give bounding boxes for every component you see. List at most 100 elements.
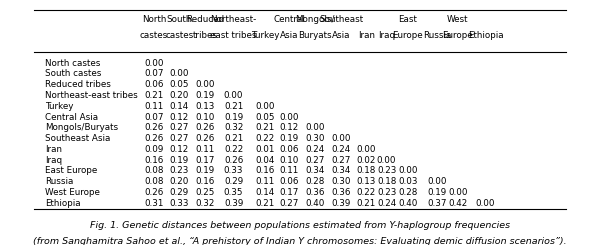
Text: East: East [398, 15, 418, 24]
Text: 0.10: 0.10 [280, 156, 299, 165]
Text: Turkey: Turkey [45, 102, 73, 111]
Text: 0.19: 0.19 [195, 91, 215, 100]
Text: 0.00: 0.00 [224, 91, 244, 100]
Text: 0.21: 0.21 [224, 102, 243, 111]
Text: 0.00: 0.00 [144, 59, 164, 68]
Text: 0.00: 0.00 [332, 134, 351, 143]
Text: Reduced: Reduced [186, 15, 224, 24]
Text: North castes: North castes [45, 59, 100, 68]
Text: 0.40: 0.40 [398, 199, 418, 208]
Text: 0.32: 0.32 [195, 199, 215, 208]
Text: 0.27: 0.27 [170, 134, 189, 143]
Text: Mongols/: Mongols/ [295, 15, 335, 24]
Text: Asia: Asia [280, 31, 299, 40]
Text: 0.22: 0.22 [256, 134, 275, 143]
Text: Iraq: Iraq [45, 156, 62, 165]
Text: Central: Central [274, 15, 305, 24]
Text: 0.22: 0.22 [224, 145, 243, 154]
Text: 0.00: 0.00 [305, 123, 325, 132]
Text: 0.39: 0.39 [224, 199, 243, 208]
Text: North: North [142, 15, 166, 24]
Text: South castes: South castes [45, 69, 101, 78]
Text: 0.21: 0.21 [256, 199, 275, 208]
Text: 0.06: 0.06 [280, 177, 299, 186]
Text: 0.16: 0.16 [144, 156, 163, 165]
Text: 0.08: 0.08 [144, 177, 164, 186]
Text: Asia: Asia [332, 31, 350, 40]
Text: 0.27: 0.27 [280, 199, 299, 208]
Text: 0.26: 0.26 [195, 134, 215, 143]
Text: 0.01: 0.01 [256, 145, 275, 154]
Text: 0.20: 0.20 [170, 177, 189, 186]
Text: (from Sanghamitra Sahoo et al., “A prehistory of Indian Y chromosomes: Evaluatin: (from Sanghamitra Sahoo et al., “A prehi… [33, 237, 567, 245]
Text: 0.37: 0.37 [427, 199, 447, 208]
Text: 0.06: 0.06 [280, 145, 299, 154]
Text: east tribes: east tribes [211, 31, 257, 40]
Text: 0.00: 0.00 [476, 199, 495, 208]
Text: 0.22: 0.22 [357, 188, 376, 197]
Text: Europe: Europe [392, 31, 423, 40]
Text: 0.40: 0.40 [305, 199, 325, 208]
Text: 0.30: 0.30 [305, 134, 325, 143]
Text: Mongols/Buryats: Mongols/Buryats [45, 123, 118, 132]
Text: 0.13: 0.13 [357, 177, 376, 186]
Text: 0.07: 0.07 [144, 112, 164, 122]
Text: 0.30: 0.30 [332, 177, 351, 186]
Text: 0.42: 0.42 [448, 199, 467, 208]
Text: 0.36: 0.36 [305, 188, 325, 197]
Text: 0.34: 0.34 [305, 166, 325, 175]
Text: 0.11: 0.11 [144, 102, 163, 111]
Text: Iran: Iran [358, 31, 375, 40]
Text: 0.17: 0.17 [280, 188, 299, 197]
Text: Northeast-east tribes: Northeast-east tribes [45, 91, 137, 100]
Text: 0.05: 0.05 [256, 112, 275, 122]
Text: 0.21: 0.21 [357, 199, 376, 208]
Text: 0.23: 0.23 [377, 166, 397, 175]
Text: 0.33: 0.33 [170, 199, 189, 208]
Text: West Europe: West Europe [45, 188, 100, 197]
Text: Ethiopia: Ethiopia [467, 31, 503, 40]
Text: 0.26: 0.26 [144, 134, 163, 143]
Text: 0.16: 0.16 [195, 177, 215, 186]
Text: Northeast-: Northeast- [211, 15, 257, 24]
Text: 0.24: 0.24 [332, 145, 351, 154]
Text: Fig. 1. Genetic distances between populations estimated from Y-haplogroup freque: Fig. 1. Genetic distances between popula… [90, 221, 510, 230]
Text: 0.18: 0.18 [377, 177, 397, 186]
Text: 0.39: 0.39 [332, 199, 351, 208]
Text: Ethiopia: Ethiopia [45, 199, 80, 208]
Text: 0.16: 0.16 [256, 166, 275, 175]
Text: Iran: Iran [45, 145, 62, 154]
Text: 0.24: 0.24 [305, 145, 325, 154]
Text: 0.12: 0.12 [170, 112, 189, 122]
Text: 0.29: 0.29 [224, 177, 243, 186]
Text: 0.23: 0.23 [170, 166, 189, 175]
Text: 0.26: 0.26 [144, 123, 163, 132]
Text: 0.26: 0.26 [224, 156, 243, 165]
Text: Iraq: Iraq [378, 31, 395, 40]
Text: 0.02: 0.02 [357, 156, 376, 165]
Text: 0.31: 0.31 [144, 199, 164, 208]
Text: 0.05: 0.05 [170, 80, 189, 89]
Text: 0.13: 0.13 [195, 102, 215, 111]
Text: 0.00: 0.00 [256, 102, 275, 111]
Text: 0.23: 0.23 [377, 188, 397, 197]
Text: 0.17: 0.17 [195, 156, 215, 165]
Text: 0.19: 0.19 [170, 156, 189, 165]
Text: 0.00: 0.00 [448, 188, 467, 197]
Text: Southeast Asia: Southeast Asia [45, 134, 110, 143]
Text: 0.09: 0.09 [144, 145, 164, 154]
Text: 0.14: 0.14 [170, 102, 189, 111]
Text: 0.33: 0.33 [224, 166, 244, 175]
Text: 0.12: 0.12 [280, 123, 299, 132]
Text: Turkey: Turkey [251, 31, 280, 40]
Text: 0.26: 0.26 [144, 188, 163, 197]
Text: 0.00: 0.00 [427, 177, 447, 186]
Text: Russia: Russia [423, 31, 451, 40]
Text: 0.19: 0.19 [427, 188, 447, 197]
Text: 0.24: 0.24 [377, 199, 396, 208]
Text: 0.27: 0.27 [332, 156, 351, 165]
Text: 0.35: 0.35 [224, 188, 244, 197]
Text: 0.00: 0.00 [356, 145, 376, 154]
Text: 0.19: 0.19 [224, 112, 243, 122]
Text: 0.21: 0.21 [144, 91, 163, 100]
